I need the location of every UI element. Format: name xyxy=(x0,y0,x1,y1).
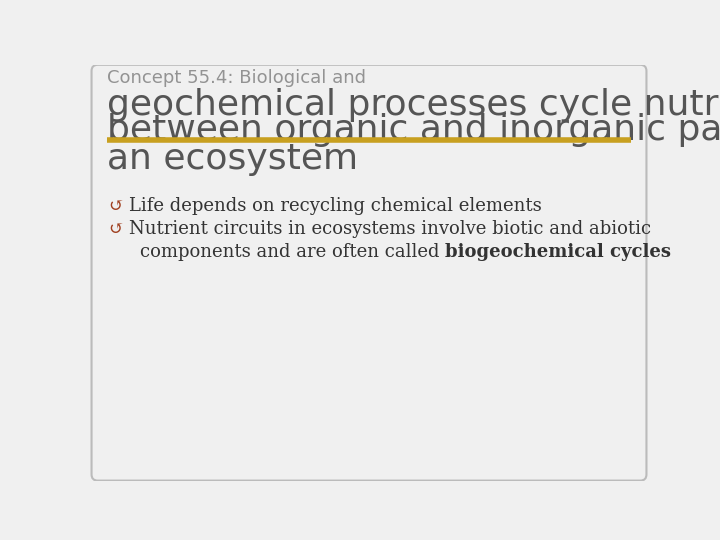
Text: ↺: ↺ xyxy=(109,197,124,215)
Text: Life depends on recycling chemical elements: Life depends on recycling chemical eleme… xyxy=(129,197,541,215)
Text: biogeochemical cycles: biogeochemical cycles xyxy=(445,244,671,261)
Text: an ecosystem: an ecosystem xyxy=(107,142,358,176)
Text: Concept 55.4: Biological and: Concept 55.4: Biological and xyxy=(107,69,366,86)
Text: ↺: ↺ xyxy=(109,220,124,238)
Text: geochemical processes cycle nutrients: geochemical processes cycle nutrients xyxy=(107,88,720,122)
Text: Nutrient circuits in ecosystems involve biotic and abiotic: Nutrient circuits in ecosystems involve … xyxy=(129,220,651,238)
Text: components and are often called: components and are often called xyxy=(140,244,445,261)
Text: between organic and inorganic parts of: between organic and inorganic parts of xyxy=(107,113,720,147)
FancyBboxPatch shape xyxy=(91,65,647,481)
